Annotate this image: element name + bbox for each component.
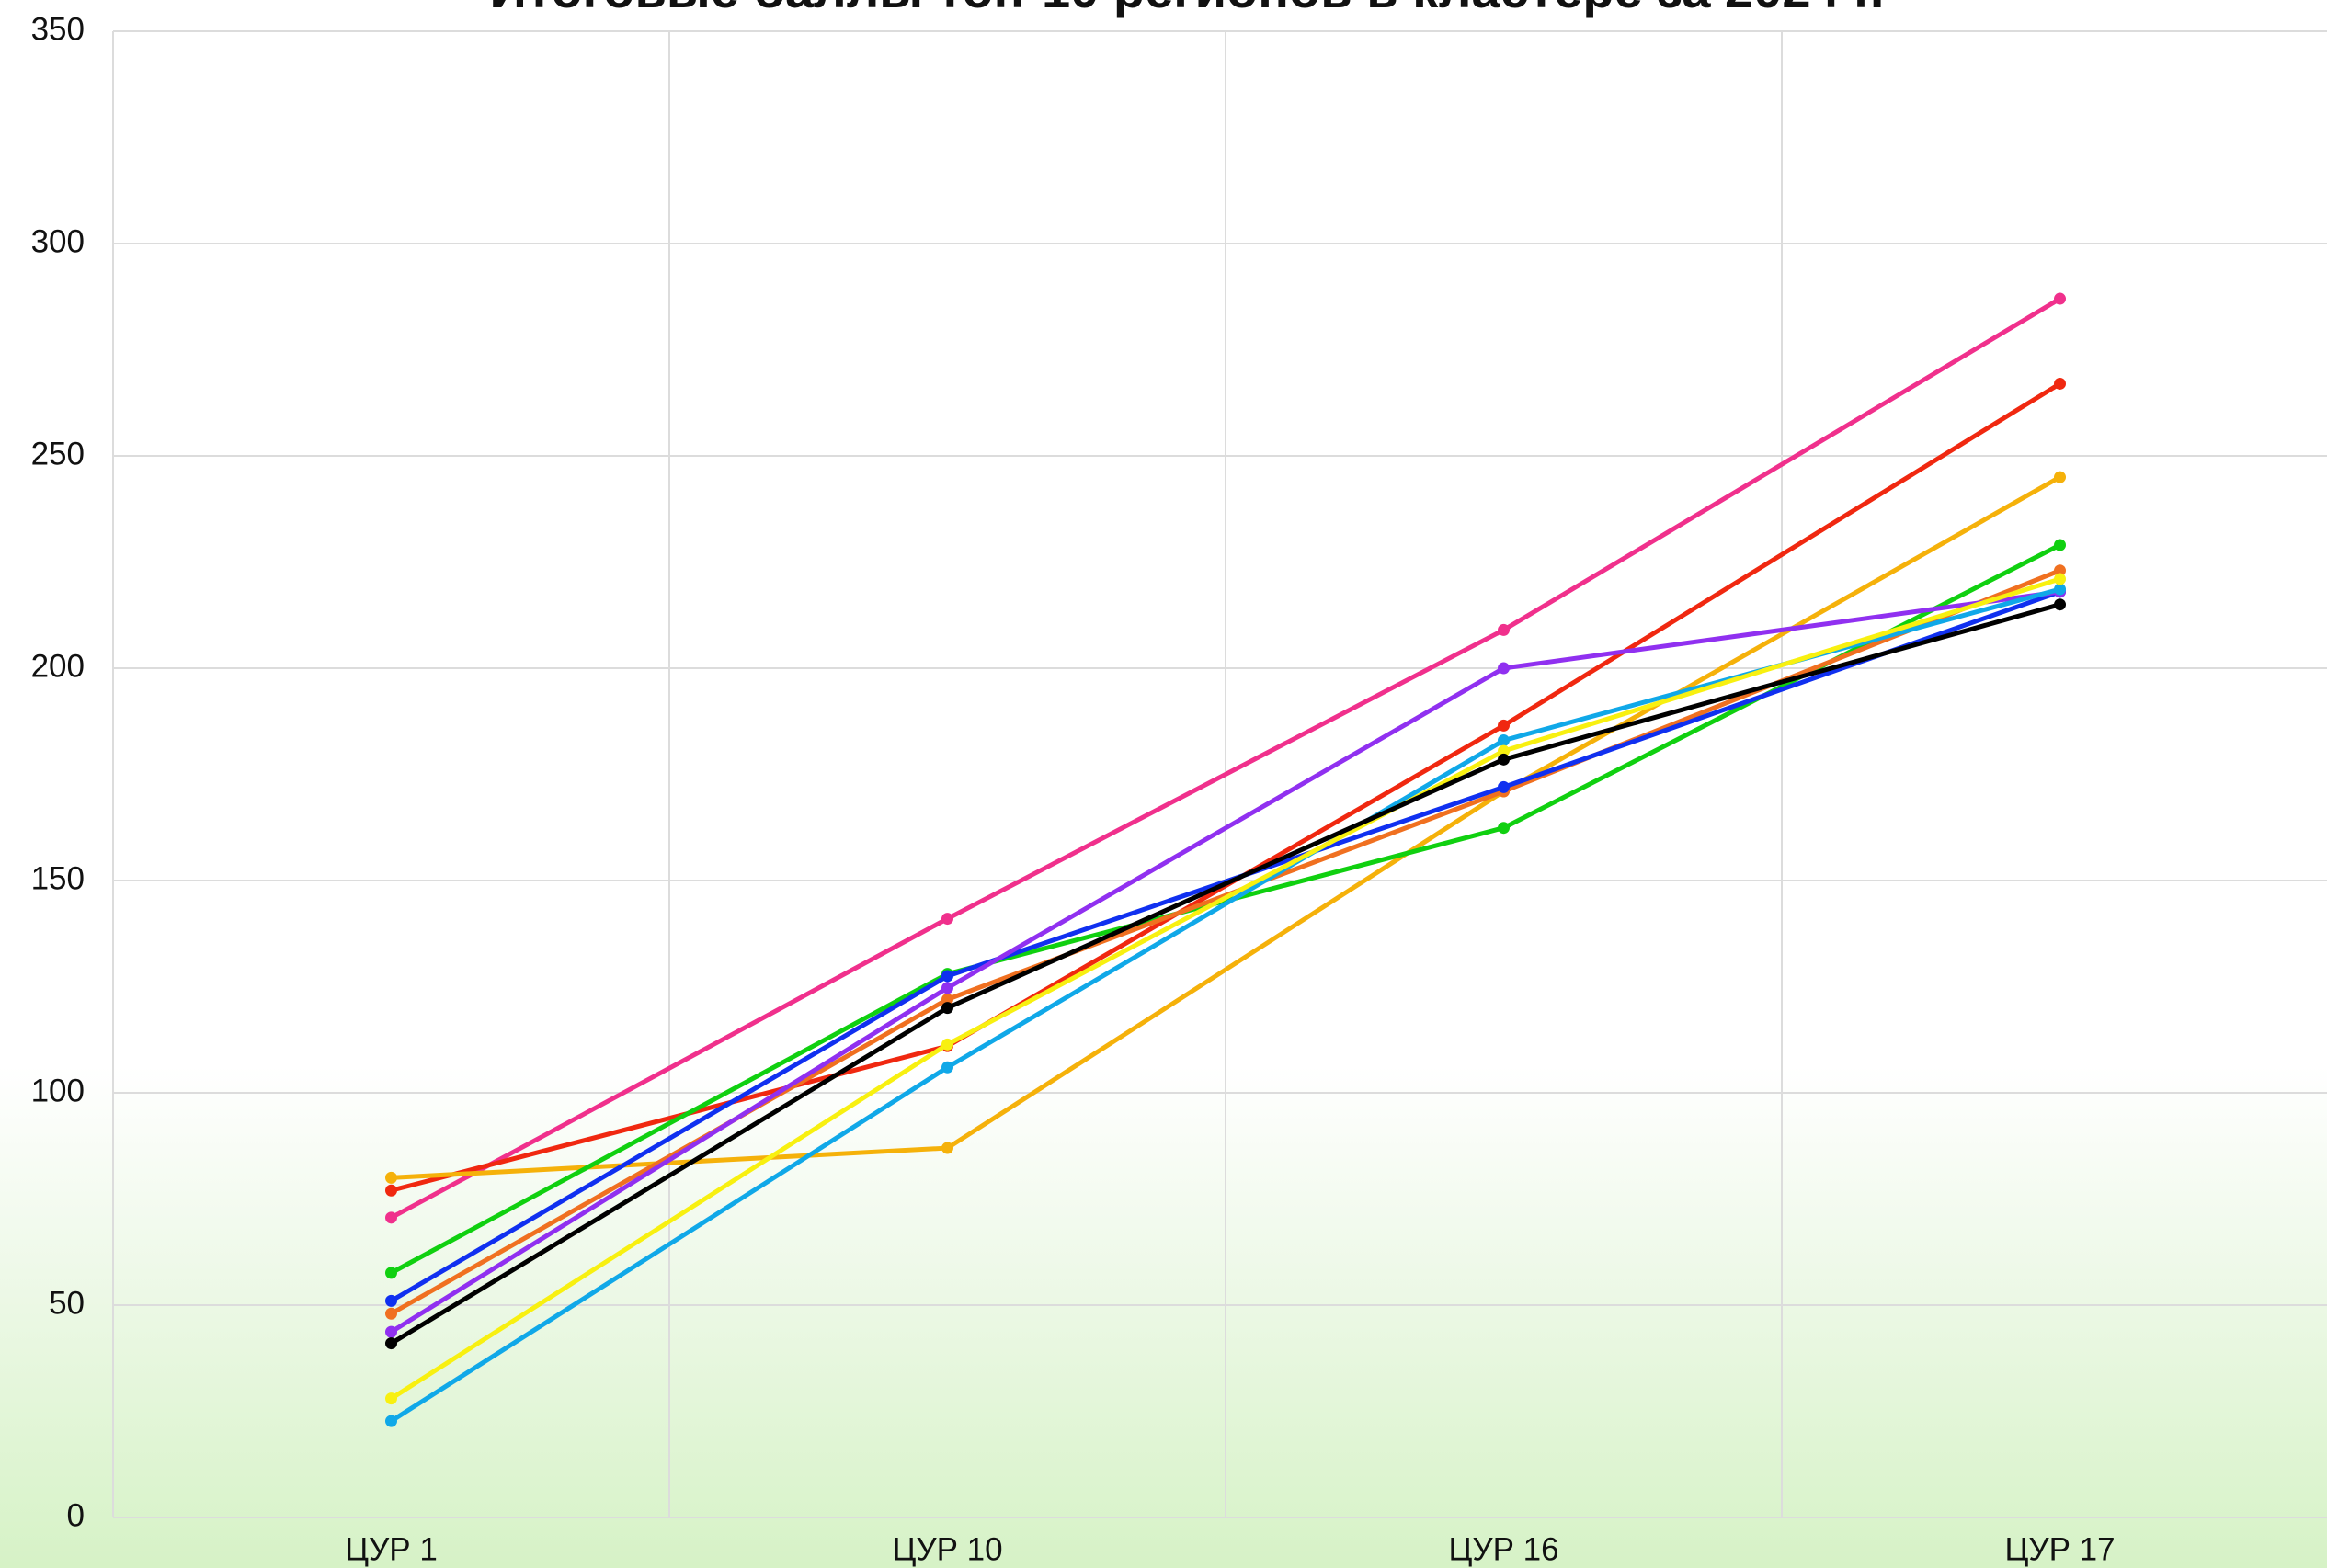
data-point bbox=[1498, 822, 1510, 835]
data-point bbox=[941, 1002, 953, 1015]
data-point bbox=[1498, 744, 1510, 757]
data-point bbox=[2054, 539, 2066, 551]
y-tick-label: 50 bbox=[49, 1285, 85, 1321]
x-tick-label: ЦУР 17 bbox=[2004, 1531, 2115, 1567]
series-line bbox=[391, 474, 2061, 1180]
series-line bbox=[390, 576, 2061, 1401]
x-tick-label: ЦУР 10 bbox=[892, 1531, 1002, 1567]
data-point bbox=[2054, 377, 2066, 390]
data-point bbox=[1498, 623, 1510, 636]
y-tick-label: 300 bbox=[31, 223, 85, 259]
data-point bbox=[385, 1392, 397, 1405]
data-point bbox=[385, 1184, 397, 1197]
data-point bbox=[385, 1267, 397, 1279]
data-point bbox=[1498, 662, 1510, 675]
data-point bbox=[385, 1294, 397, 1307]
x-tick-label: ЦУР 1 bbox=[345, 1531, 438, 1567]
data-point bbox=[2054, 564, 2066, 577]
data-point bbox=[941, 993, 953, 1006]
data-point bbox=[2054, 292, 2066, 305]
data-point bbox=[941, 913, 953, 926]
series-line bbox=[390, 542, 2061, 1276]
series-line bbox=[390, 296, 2061, 1221]
data-point bbox=[385, 1325, 397, 1338]
chart-title: Итоговые баллы топ-10 регионов в кластер… bbox=[490, 0, 1885, 18]
data-point bbox=[1498, 780, 1510, 793]
data-point bbox=[385, 1337, 397, 1350]
y-tick-label: 250 bbox=[31, 436, 85, 472]
data-point bbox=[1498, 753, 1510, 766]
y-tick-label: 200 bbox=[31, 648, 85, 684]
data-point bbox=[2054, 471, 2066, 483]
y-tick-label: 150 bbox=[31, 860, 85, 896]
series-line bbox=[390, 602, 2061, 1346]
data-point bbox=[2054, 583, 2066, 596]
data-point bbox=[2054, 598, 2066, 611]
data-point bbox=[385, 1307, 397, 1320]
data-point bbox=[941, 1061, 953, 1074]
data-point bbox=[1498, 734, 1510, 747]
data-point bbox=[1498, 719, 1510, 732]
series-line bbox=[390, 589, 2060, 1335]
data-point bbox=[941, 1142, 953, 1154]
y-tick-label: 100 bbox=[31, 1073, 85, 1108]
data-point bbox=[941, 982, 953, 994]
data-point bbox=[385, 1171, 397, 1184]
data-point bbox=[941, 970, 953, 983]
y-tick-label: 350 bbox=[31, 11, 85, 47]
data-point bbox=[941, 1038, 953, 1051]
data-point bbox=[2054, 573, 2066, 585]
x-tick-label: ЦУР 16 bbox=[1448, 1531, 1558, 1567]
data-point bbox=[385, 1415, 397, 1427]
y-tick-label: 0 bbox=[67, 1497, 85, 1533]
data-point bbox=[385, 1211, 397, 1224]
